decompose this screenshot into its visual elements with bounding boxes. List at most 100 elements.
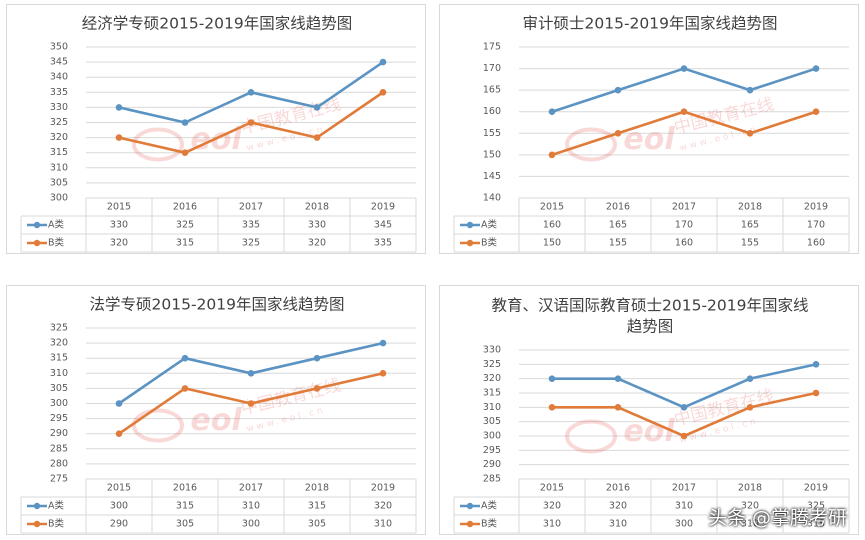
table-value: 305 (308, 519, 326, 530)
chart-title-line: 审计硕士2015-2019年国家线趋势图 (523, 15, 778, 33)
x-category-label: 2015 (540, 202, 564, 213)
line-chart: 法学专硕2015-2019年国家线趋势图 275 280 285 290 295 300 30… (20, 296, 417, 534)
y-tick-label: 320 (50, 132, 68, 143)
data-point (379, 89, 387, 96)
y-tick-label: 350 (50, 42, 68, 53)
legend-key-marker (466, 239, 474, 247)
line-chart: 教育、汉语国际教育硕士2015-2019年国家线趋势图 285 290 295 300 3… (453, 297, 850, 534)
y-tick-label: 310 (483, 402, 501, 413)
table-value: 165 (741, 220, 759, 231)
data-point (181, 385, 189, 392)
table-value: 310 (242, 501, 260, 512)
data-point (680, 65, 688, 72)
data-table: 2015 2016 2017 2018 2019 A类 160 165 170 165 170 B类 1… (453, 197, 850, 253)
legend-key-marker (466, 502, 474, 510)
y-axis-tick-labels: 140 145 150 155 160 165 170 175 (483, 42, 501, 204)
y-tick-label: 295 (483, 445, 501, 456)
x-category-label: 2019 (804, 483, 828, 494)
data-point (181, 119, 189, 126)
x-category-label: 2015 (107, 202, 131, 213)
chart-title-line: 法学专硕2015-2019年国家线趋势图 (90, 296, 345, 314)
y-tick-label: 325 (50, 117, 68, 128)
data-point (812, 389, 820, 397)
table-value: 330 (110, 220, 128, 231)
table-value: 150 (543, 238, 561, 249)
y-tick-label: 315 (483, 388, 501, 399)
legend-key-marker (466, 221, 474, 229)
data-point (746, 129, 754, 137)
x-category-label: 2018 (305, 483, 329, 494)
table-value: 315 (176, 501, 194, 512)
legend-label: A类 (481, 500, 497, 512)
x-category-label: 2015 (540, 483, 564, 494)
table-value: 315 (176, 238, 194, 249)
y-tick-label: 300 (50, 398, 68, 409)
table-value: 155 (741, 238, 759, 249)
table-value: 160 (675, 238, 693, 249)
y-axis-tick-labels: 275 280 285 290 295 300 305 310 315 320 325 (50, 323, 68, 485)
x-category-label: 2015 (107, 483, 131, 494)
x-category-label: 2019 (371, 202, 395, 213)
table-value: 320 (308, 238, 326, 249)
chart-title: 法学专硕2015-2019年国家线趋势图 (90, 296, 345, 314)
data-point (746, 375, 754, 382)
x-category-label: 2016 (606, 483, 630, 494)
data-point (379, 58, 387, 66)
chart-panel-audit: 审计硕士2015-2019年国家线趋势图 140 145 150 155 160 165 17… (439, 4, 859, 254)
data-point (812, 108, 820, 116)
table-value: 300 (110, 501, 128, 512)
table-value: 155 (609, 238, 627, 249)
data-table: 2015 2016 2017 2018 2019 A类 300 315 310 315 320 B类 2… (20, 478, 417, 534)
legend-key-marker (33, 239, 41, 247)
y-tick-label: 290 (50, 428, 68, 439)
y-tick-label: 145 (483, 171, 501, 182)
table-value: 325 (242, 238, 260, 249)
legend-key-marker (33, 502, 41, 510)
y-tick-label: 275 (50, 474, 68, 485)
table-value: 325 (807, 501, 825, 512)
table-value: 320 (374, 501, 392, 512)
footer-credit: 头条 @掌腾考研 (707, 507, 847, 529)
table-value: 320 (110, 238, 128, 249)
x-category-label: 2019 (371, 483, 395, 494)
table-value: 290 (110, 519, 128, 530)
table-value: 165 (609, 220, 627, 231)
table-value: 310 (741, 519, 759, 530)
x-category-label: 2017 (239, 483, 263, 494)
y-tick-label: 280 (50, 458, 68, 469)
data-point (247, 119, 255, 126)
data-point (181, 149, 189, 156)
x-category-label: 2016 (173, 202, 197, 213)
x-category-label: 2017 (672, 483, 696, 494)
y-axis-tick-labels: 285 290 295 300 305 310 315 320 325 330 (483, 345, 501, 485)
y-tick-label: 310 (50, 162, 68, 173)
y-tick-label: 150 (483, 149, 501, 160)
chart-panel-law: 法学专硕2015-2019年国家线趋势图 275 280 285 290 295 300 30… (6, 285, 426, 535)
y-tick-label: 320 (50, 338, 68, 349)
y-tick-label: 305 (50, 177, 68, 188)
y-axis-tick-labels: 300 305 310 315 320 325 330 335 340 345 350 (50, 42, 68, 204)
data-point (115, 430, 123, 437)
data-table: 2015 2016 2017 2018 2019 A类 320 320 310 320 325 B类 3… (453, 478, 850, 534)
logo-text: eol (623, 414, 675, 449)
table-value: 325 (176, 220, 194, 231)
table-value: 345 (374, 220, 392, 231)
logo-text: eol (190, 403, 242, 438)
y-tick-label: 155 (483, 128, 501, 139)
legend-label: B类 (481, 518, 498, 530)
chart-title-line: 教育、汉语国际教育硕士2015-2019年国家线 (492, 297, 809, 315)
x-category-label: 2016 (606, 202, 630, 213)
y-tick-label: 325 (483, 359, 501, 370)
y-tick-label: 335 (50, 87, 68, 98)
table-value: 315 (807, 519, 825, 530)
y-tick-label: 295 (50, 413, 68, 424)
table-value: 170 (675, 220, 693, 231)
table-value: 320 (741, 501, 759, 512)
table-value: 310 (543, 519, 561, 530)
data-point (548, 151, 556, 159)
data-point (548, 404, 556, 411)
table-value: 320 (543, 501, 561, 512)
